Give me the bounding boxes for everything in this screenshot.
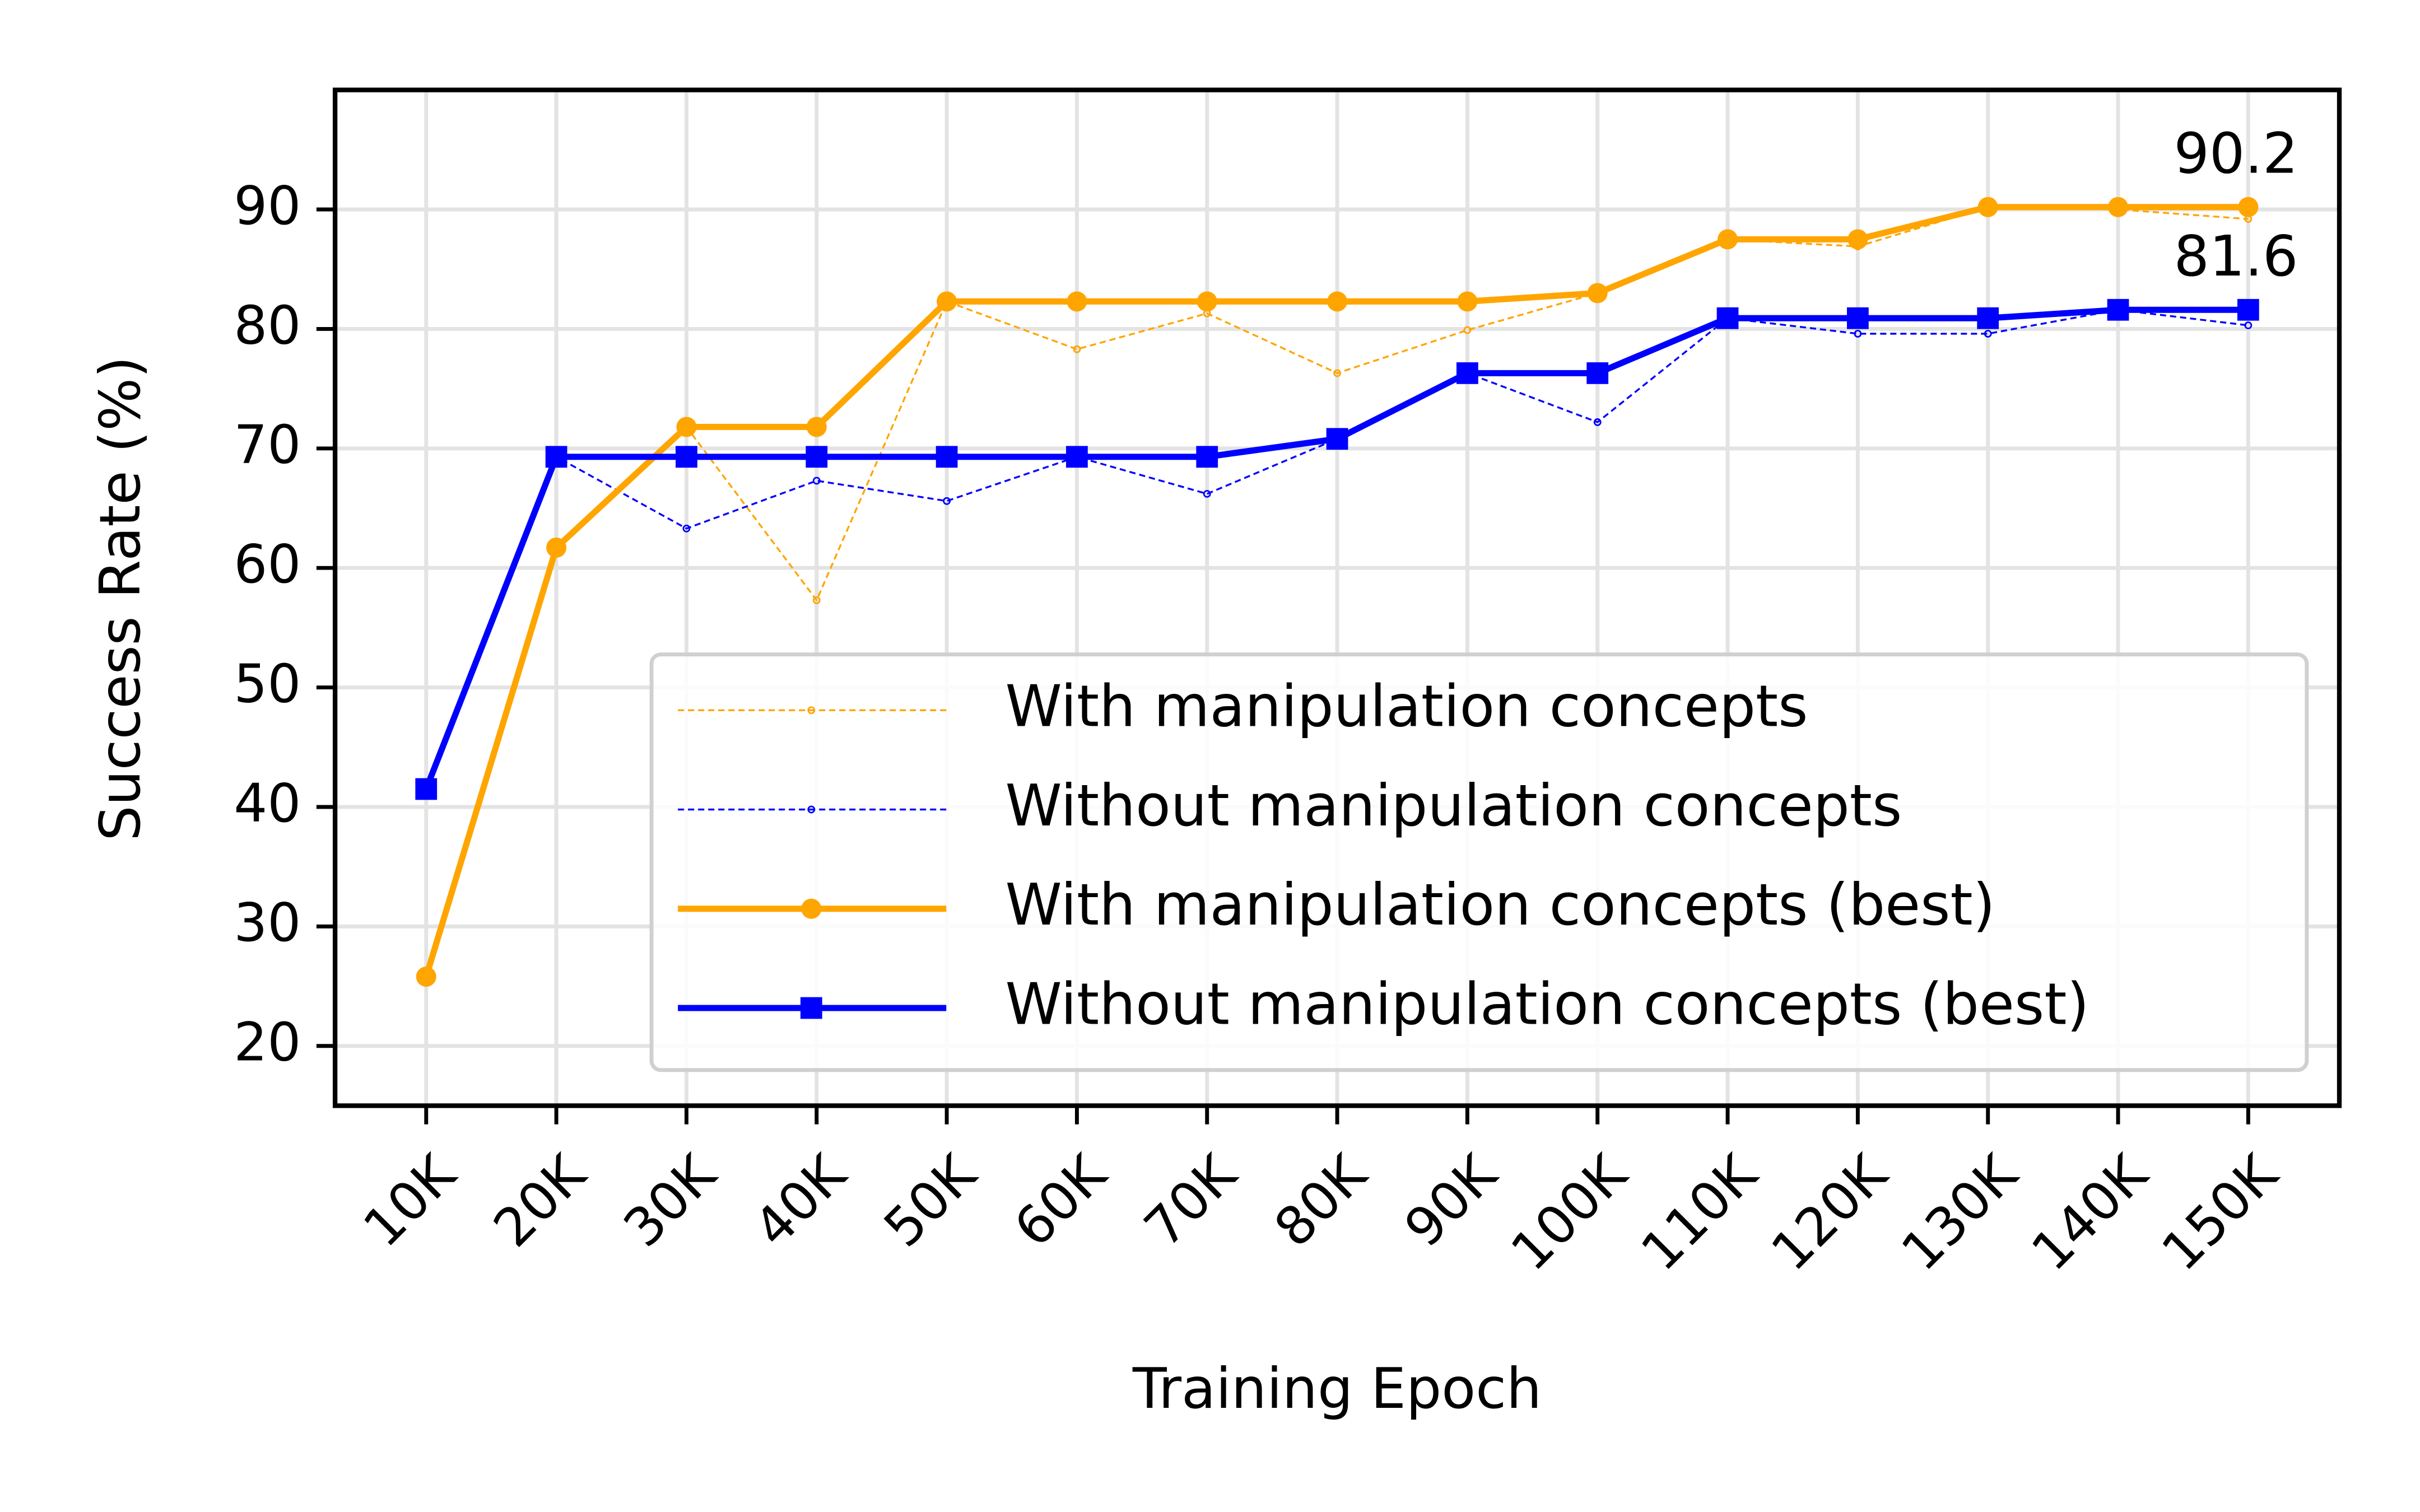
point: [1718, 229, 1738, 250]
legend-label: With manipulation concepts: [1005, 674, 1808, 740]
x-tick-label: 20K: [482, 1143, 598, 1259]
point: [1587, 283, 1608, 304]
legend-marker: [807, 805, 816, 814]
point: [1456, 362, 1478, 384]
x-tick-label: 90K: [1393, 1143, 1509, 1259]
y-tick-label: 80: [234, 295, 301, 356]
point: [415, 778, 438, 800]
legend-marker: [801, 898, 822, 919]
legend-label: Without manipulation concepts (best): [1005, 971, 2089, 1038]
y-tick-label: 60: [234, 534, 301, 595]
legend-box: [649, 652, 2309, 1072]
value-label: 81.6: [2174, 223, 2298, 289]
point: [943, 497, 951, 505]
point: [1327, 291, 1348, 312]
x-tick-label: 150K: [2151, 1143, 2290, 1282]
point: [1196, 446, 1218, 468]
point: [2108, 197, 2129, 217]
x-tick-label: 130K: [1890, 1143, 2030, 1282]
point: [2107, 298, 2129, 321]
y-tick-label: 50: [234, 654, 301, 715]
point: [1463, 326, 1472, 334]
point: [806, 417, 827, 437]
point: [812, 596, 821, 604]
x-tick-label: 30K: [612, 1143, 728, 1259]
point: [1593, 418, 1602, 426]
point: [1067, 291, 1087, 312]
x-axis-label: Training Epoch: [1132, 1356, 1542, 1421]
legend-marker: [807, 706, 816, 715]
x-tick-label: 70K: [1133, 1143, 1249, 1259]
point: [676, 417, 697, 437]
plot-frame: [332, 87, 2342, 1108]
x-tick-label: 140K: [2021, 1143, 2160, 1282]
point: [1977, 307, 1999, 329]
point: [1984, 330, 1992, 338]
point: [1586, 362, 1609, 384]
point: [937, 291, 957, 312]
point: [416, 966, 436, 987]
point: [2237, 298, 2259, 321]
point: [1203, 489, 1211, 498]
point: [2244, 321, 2253, 329]
x-tick-label: 120K: [1760, 1143, 1900, 1282]
point: [545, 446, 567, 468]
point: [546, 537, 567, 558]
point: [676, 446, 697, 468]
point: [1847, 229, 1868, 250]
x-tick-label: 110K: [1630, 1143, 1770, 1282]
point: [1326, 428, 1348, 450]
legend-label: With manipulation concepts (best): [1005, 872, 1995, 939]
point: [1197, 291, 1217, 312]
x-tick-label: 50K: [873, 1143, 989, 1259]
point: [806, 446, 828, 468]
x-tick-label: 100K: [1500, 1143, 1639, 1282]
x-tick-label: 40K: [743, 1143, 859, 1259]
y-tick-label: 90: [234, 176, 301, 237]
x-tick-label: 60K: [1003, 1143, 1119, 1259]
point: [1457, 291, 1478, 312]
y-tick-label: 70: [234, 415, 301, 476]
point: [1847, 307, 1869, 329]
point: [1066, 446, 1088, 468]
point: [1333, 369, 1341, 377]
legend-label: Without manipulation concepts: [1005, 773, 1902, 839]
point: [936, 446, 958, 468]
point: [812, 477, 821, 485]
point: [1073, 345, 1081, 353]
point: [1854, 330, 1862, 338]
y-tick-label: 40: [234, 773, 301, 834]
y-tick-label: 20: [234, 1012, 301, 1074]
point: [2238, 197, 2259, 217]
point: [1716, 307, 1739, 329]
x-tick-label: 80K: [1263, 1143, 1379, 1259]
value-label: 90.2: [2174, 120, 2298, 186]
point: [682, 524, 691, 533]
y-tick-label: 30: [234, 893, 301, 954]
y-axis-label: Success Rate (%): [87, 356, 153, 841]
point: [1977, 197, 1998, 217]
x-tick-label: 10K: [352, 1143, 468, 1259]
legend-marker: [800, 997, 822, 1019]
